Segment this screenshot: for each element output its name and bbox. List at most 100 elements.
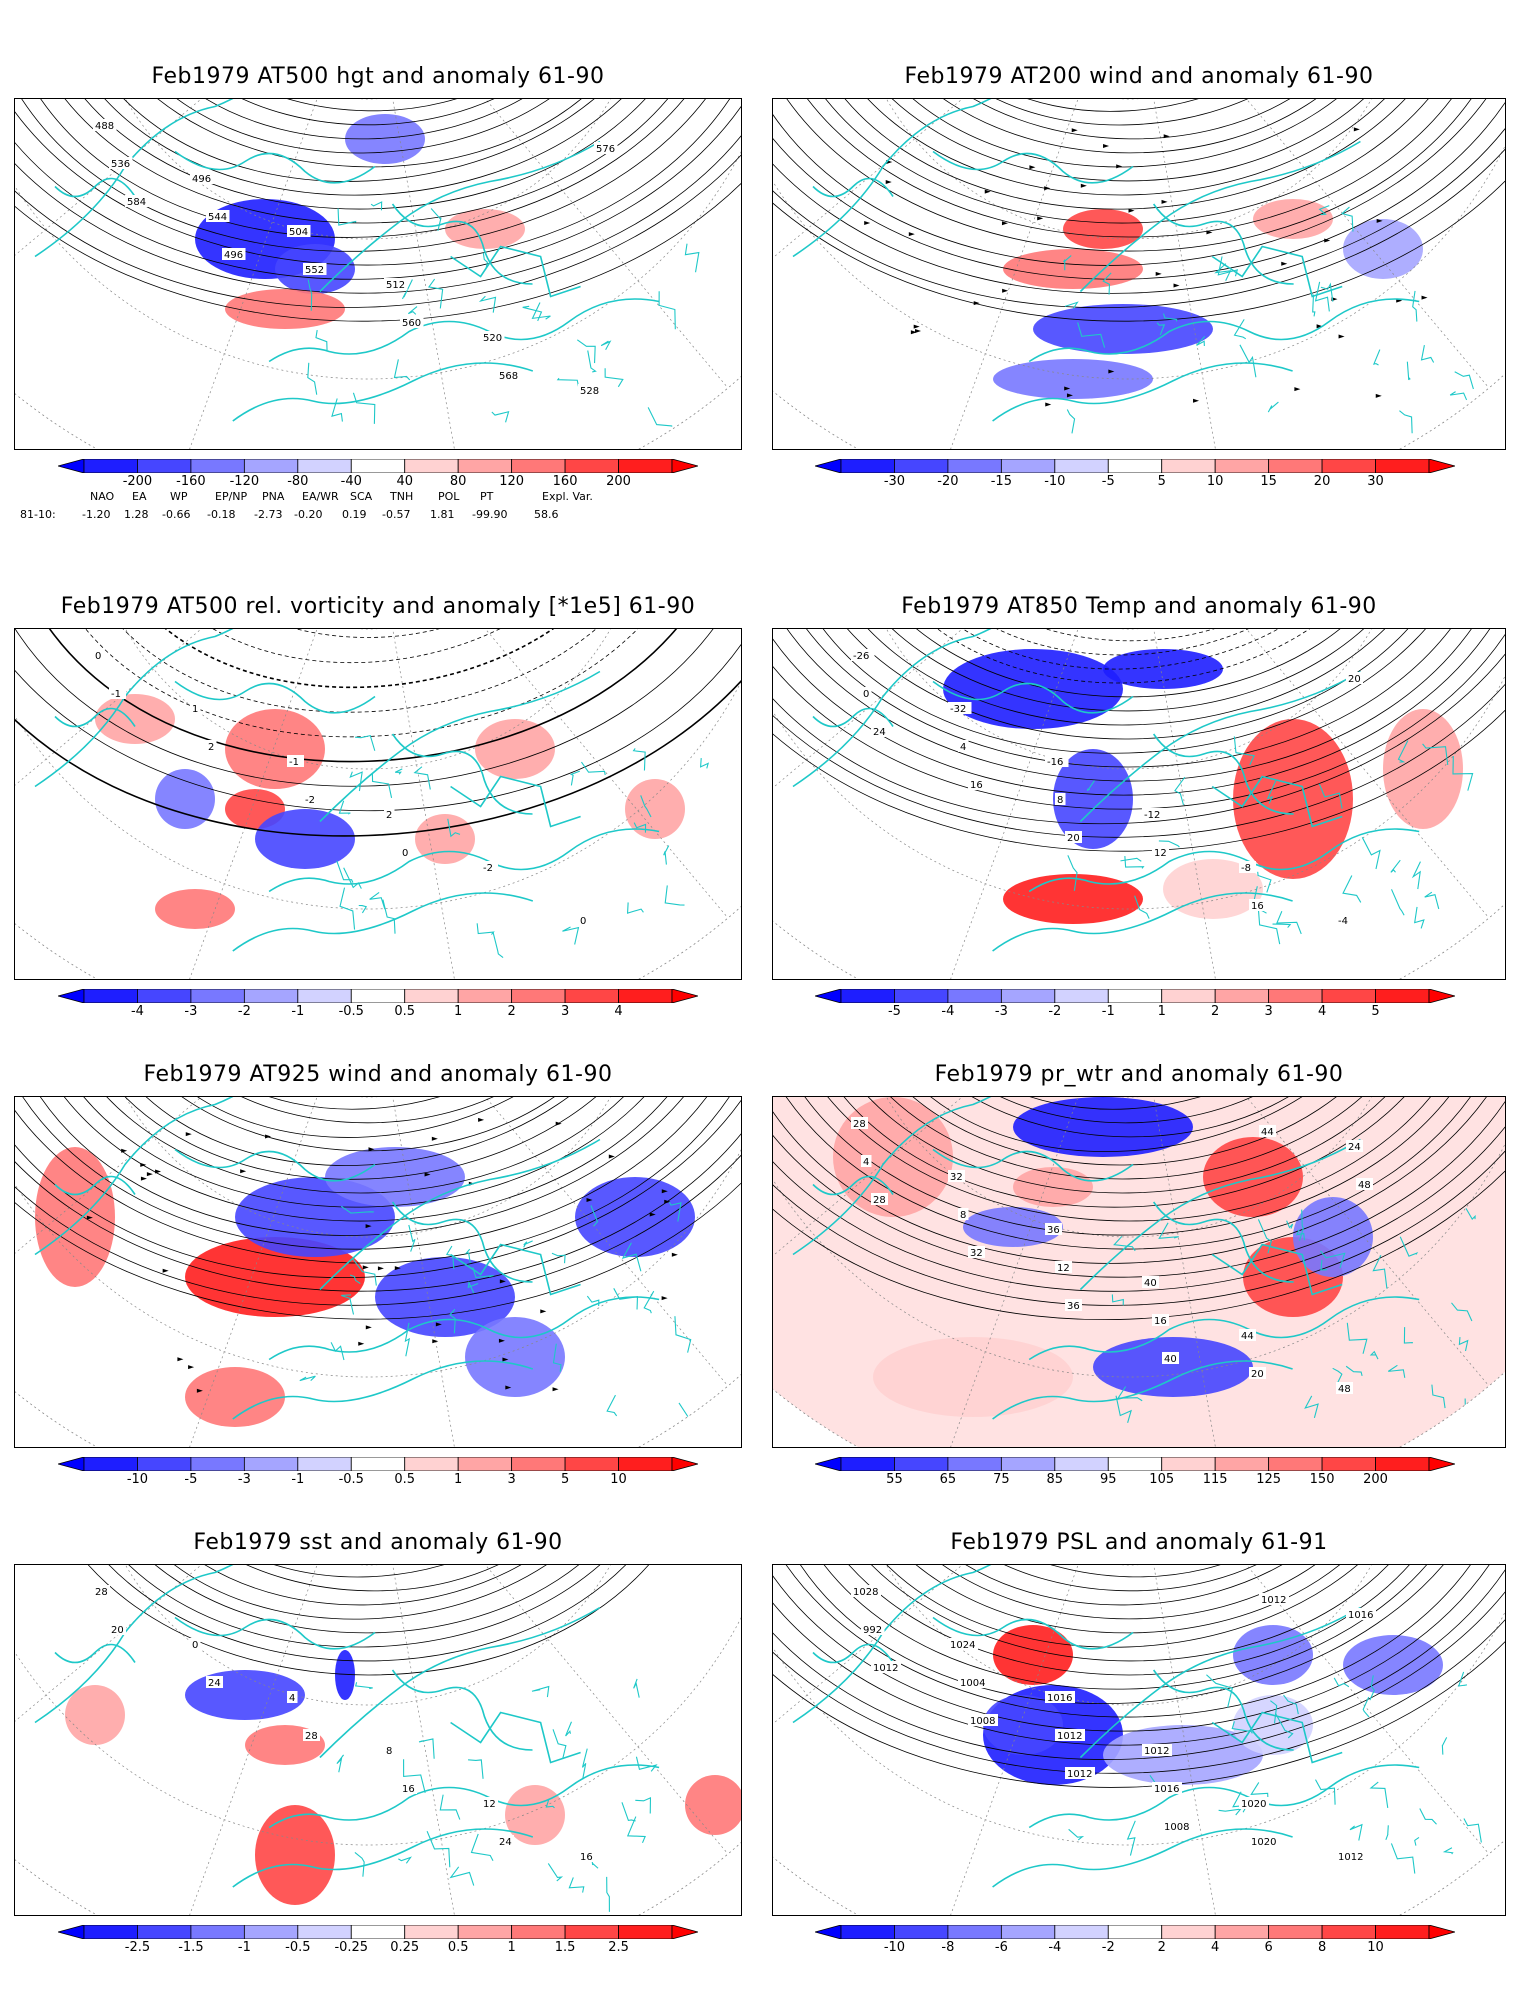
- country-border: [1345, 1365, 1363, 1377]
- index-headers: NAO EA WP EP/NP PNA EA/WR SCA TNH POL PT Expl. Var…: [20, 490, 720, 508]
- streamline-arrow: [1294, 387, 1301, 392]
- colorbar-box: [190, 1924, 245, 1940]
- colorbar-tick-label: 85: [1046, 1472, 1064, 1487]
- contour-label-bg: [948, 1170, 965, 1182]
- anomaly-shading: [993, 1625, 1073, 1685]
- country-border: [315, 329, 328, 351]
- panel-title: Feb1979 PSL and anomaly 61-91: [950, 1530, 1328, 1555]
- contour-label-bg: [1239, 861, 1256, 873]
- anomaly-shading: [1093, 1337, 1253, 1397]
- contour-line: [870, 1565, 1388, 1606]
- country-border: [613, 1288, 639, 1310]
- country-border: [370, 201, 383, 211]
- colorbar-tick-label: 3: [560, 1004, 570, 1019]
- contour-label: 16: [1154, 1316, 1167, 1327]
- country-border: [330, 1342, 345, 1361]
- contour-label: -8: [1241, 863, 1251, 874]
- country-border: [1115, 1395, 1132, 1423]
- colorbar-tick-label: -5: [184, 1472, 198, 1487]
- contour-label: 12: [1057, 1263, 1070, 1274]
- contour-label: 12: [1154, 848, 1167, 859]
- streamline-arrow: [1161, 199, 1168, 204]
- country-border: [600, 340, 612, 350]
- streamline-arrow: [505, 1385, 512, 1390]
- coastline: [792, 99, 1054, 258]
- contour-line: [773, 99, 1505, 294]
- contour-label-bg: [93, 119, 117, 131]
- contour-label: 512: [386, 280, 405, 291]
- contour-line: [15, 629, 739, 763]
- contour-label-bg: [1045, 755, 1069, 767]
- colorbar-tick-label: -10: [1044, 474, 1066, 489]
- country-border: [531, 1685, 550, 1698]
- country-border: [1286, 1220, 1294, 1229]
- anomaly-shading: [1103, 649, 1223, 689]
- colorbar-vort500: -4 -3 -2 -1 -0.5 0.5 1 2 3 4: [56, 988, 700, 1019]
- contour-line: [904, 1097, 1354, 1110]
- contour-label: 2: [386, 810, 392, 821]
- coastline: [1079, 140, 1361, 293]
- colorbar-box: [1321, 1924, 1376, 1940]
- contour-label-bg: [481, 861, 498, 873]
- index-value: -0.20: [294, 508, 323, 521]
- colorbar-box: [1214, 1924, 1270, 1940]
- streamline-arrow: [185, 1132, 192, 1137]
- country-border: [1283, 1694, 1299, 1715]
- country-border: [1257, 1219, 1272, 1254]
- contour-line: [117, 629, 619, 664]
- meridian: [367, 1097, 466, 1447]
- contour-line: [773, 629, 1505, 838]
- contour-label: 20: [1251, 1369, 1264, 1380]
- country-border: [1422, 743, 1449, 765]
- colorbar-tick-label: -1.5: [178, 1940, 204, 1955]
- contour-label: 584: [127, 197, 146, 208]
- map-content: [15, 1097, 741, 1447]
- contour-label-bg: [578, 914, 589, 926]
- coastline: [1028, 1764, 1420, 1829]
- contour-label-bg: [968, 1714, 998, 1726]
- panel-title: Feb1979 sst and anomaly 61-90: [193, 1530, 563, 1555]
- contour-label-bg: [578, 1850, 595, 1862]
- meridian: [367, 99, 729, 389]
- index-header: PT: [480, 490, 494, 503]
- contour-line: [773, 629, 1505, 825]
- map-frame: 0 1 -1 2 -2 0 -1 2 -2 0: [14, 628, 742, 980]
- streamline-arrow: [1324, 238, 1331, 243]
- contour-label-bg: [400, 846, 411, 858]
- colorbar-svg: [813, 458, 1457, 474]
- country-border: [640, 795, 652, 818]
- contour-label-bg: [1239, 1329, 1256, 1341]
- contour-label-bg: [1249, 899, 1266, 911]
- contour-line: [819, 99, 1439, 182]
- panel-vort500: Feb1979 AT500 rel. vorticity and anomaly…: [14, 590, 742, 990]
- country-border: [626, 1816, 646, 1844]
- country-border: [430, 208, 442, 231]
- colorbar-box: [404, 458, 459, 474]
- meridian: [1128, 99, 1227, 449]
- contour-label-bg: [1162, 1820, 1192, 1832]
- colorbar-box: [564, 1456, 619, 1472]
- colorbar-box: [243, 1924, 299, 1940]
- colorbar-box: [404, 1456, 459, 1472]
- colorbar-tick-label: -10: [126, 1472, 149, 1487]
- contour-label-bg: [968, 1246, 985, 1258]
- contour-label-bg: [861, 1623, 885, 1635]
- contour-label-bg: [958, 1208, 969, 1220]
- contour-label: 4: [289, 1693, 295, 1704]
- contour-label: 1028: [853, 1587, 878, 1598]
- country-border: [1158, 840, 1180, 848]
- colorbar-box: [297, 1456, 352, 1472]
- coastline: [812, 707, 894, 728]
- colorbar-tick-label: -2: [1048, 1004, 1062, 1019]
- country-border: [1403, 1327, 1413, 1344]
- contour-label: 24: [873, 727, 886, 738]
- contour-label: 8: [1057, 795, 1063, 806]
- colorbar-svg: [813, 1456, 1457, 1472]
- country-border: [1318, 783, 1343, 809]
- contour-line: [15, 1097, 729, 1222]
- contour-line: [853, 1565, 1405, 1620]
- country-border: [1391, 889, 1405, 916]
- index-header: EA/WR: [302, 490, 339, 503]
- map-content: [15, 629, 741, 979]
